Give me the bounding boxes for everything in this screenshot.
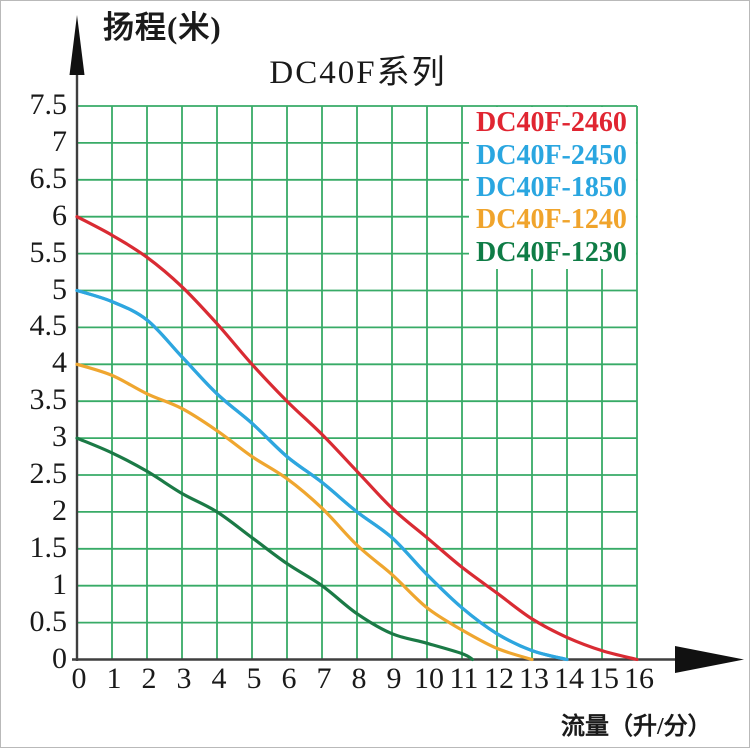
- legend-item-DC40F-2460: DC40F-2460: [476, 107, 627, 139]
- y-tick-label-3.5: 3.5: [29, 383, 68, 417]
- x-tick-label-3: 3: [176, 662, 192, 695]
- y-tick-label-7.5: 7.5: [29, 88, 68, 121]
- grid-lines: [77, 105, 638, 660]
- y-tick-label-3: 3: [52, 420, 67, 454]
- x-axis-arrow-icon: [675, 646, 744, 673]
- x-tick-label-6: 6: [281, 662, 297, 695]
- x-tick-label-12: 12: [484, 662, 514, 695]
- curve-DC40F-1240: [75, 362, 534, 662]
- legend-item-DC40F-2450: DC40F-2450: [476, 139, 627, 171]
- x-tick-label-1: 1: [106, 662, 122, 695]
- y-tick-label-0: 0: [52, 641, 67, 675]
- x-tick-label-7: 7: [316, 662, 332, 695]
- y-tick-label-4: 4: [52, 346, 67, 380]
- x-tick-label-0: 0: [71, 662, 87, 695]
- y-axis-arrow-icon: [69, 15, 85, 75]
- curve-DC40F-2460: [75, 215, 639, 662]
- legend-item-DC40F-1240: DC40F-1240: [476, 204, 627, 236]
- x-tick-label-9: 9: [386, 662, 402, 695]
- y-tick-label-5.5: 5.5: [29, 235, 68, 269]
- y-tick-label-0.5: 0.5: [29, 604, 68, 638]
- y-tick-label-6.5: 6.5: [29, 161, 68, 195]
- x-tick-label-5: 5: [246, 662, 262, 695]
- x-tick-label-4: 4: [211, 662, 227, 695]
- x-tick-label-14: 14: [554, 662, 584, 695]
- y-axis-title: 扬程(米): [103, 10, 222, 45]
- y-tick-label-1: 1: [52, 567, 67, 601]
- x-tick-label-16: 16: [624, 662, 654, 695]
- x-tick-label-11: 11: [449, 662, 479, 695]
- y-tick-label-2.5: 2.5: [29, 457, 68, 490]
- x-tick-label-10: 10: [414, 662, 444, 695]
- x-tick-label-13: 13: [519, 662, 549, 695]
- y-tick-label-2: 2: [52, 493, 67, 527]
- y-tick-label-4.5: 4.5: [29, 309, 68, 343]
- x-tick-label-15: 15: [589, 662, 619, 695]
- y-tick-label-5: 5: [52, 272, 67, 306]
- x-tick-label-8: 8: [351, 662, 367, 695]
- curve-DC40F-1230: [75, 436, 475, 662]
- legend: DC40F-2460 DC40F-2450 DC40F-1850 DC40F-1240…: [469, 107, 636, 269]
- legend-item-DC40F-1850: DC40F-1850: [476, 171, 627, 203]
- y-tick-label-7: 7: [52, 124, 67, 158]
- x-tick-label-2: 2: [141, 662, 157, 695]
- y-tick-label-6: 6: [52, 198, 67, 232]
- legend-item-DC40F-1230: DC40F-1230: [476, 236, 627, 268]
- x-axis-title: 流量（升/分）: [561, 714, 712, 740]
- chart-title: DC40F系列: [269, 55, 447, 91]
- curve-DC40F-1850: [75, 288, 569, 662]
- y-tick-label-1.5: 1.5: [29, 530, 68, 564]
